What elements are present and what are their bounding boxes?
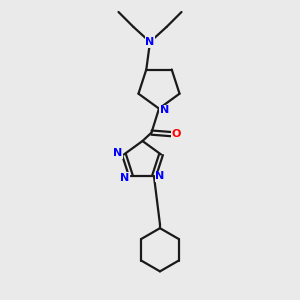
Text: O: O — [172, 129, 181, 139]
Text: N: N — [113, 148, 122, 158]
Text: N: N — [155, 171, 165, 181]
Text: N: N — [146, 37, 154, 47]
Text: N: N — [120, 173, 129, 183]
Text: N: N — [160, 105, 169, 115]
